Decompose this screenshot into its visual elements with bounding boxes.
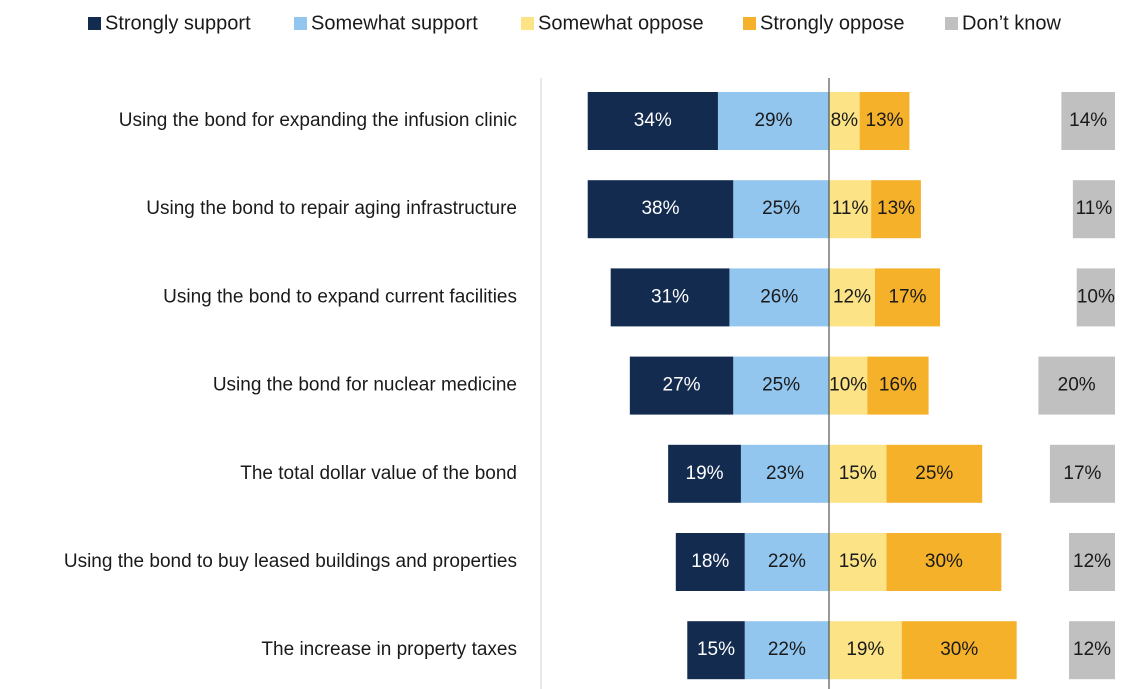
- category-label: The increase in property taxes: [261, 639, 517, 660]
- bar-segment: [610, 268, 730, 327]
- bar-segment: [1076, 268, 1115, 327]
- data-label: 15%: [697, 639, 735, 660]
- bar-segment: [829, 180, 872, 239]
- bar-segment: [867, 356, 929, 415]
- bar-segment: [717, 92, 829, 150]
- data-label: 22%: [768, 551, 806, 572]
- bar-segment: [1038, 356, 1115, 415]
- legend-label: Somewhat oppose: [538, 12, 704, 34]
- data-label: 17%: [888, 286, 926, 307]
- bar-segment: [1069, 621, 1115, 680]
- legend-swatch: [521, 17, 534, 30]
- data-label: 8%: [831, 110, 859, 131]
- data-label: 12%: [833, 286, 871, 307]
- data-label: 26%: [760, 286, 798, 307]
- bar-segment: [629, 356, 734, 415]
- bar-segment: [675, 533, 745, 591]
- legend-swatch: [945, 17, 958, 30]
- category-label: The total dollar value of the bond: [240, 463, 517, 484]
- bar-segment: [859, 92, 910, 150]
- data-label: 25%: [762, 198, 800, 219]
- data-label: 19%: [686, 463, 724, 484]
- bar-segment: [829, 533, 887, 591]
- bar-segment: [886, 444, 983, 503]
- data-label: 22%: [768, 639, 806, 660]
- data-label: 12%: [1073, 551, 1111, 572]
- category-label: Using the bond for expanding the infusio…: [119, 110, 517, 131]
- data-label: 27%: [663, 375, 701, 396]
- bar-segment: [829, 444, 887, 503]
- data-label: 17%: [1063, 463, 1101, 484]
- data-label: 29%: [754, 110, 792, 131]
- bar-segment: [829, 621, 902, 680]
- bar-segment: [886, 533, 1002, 591]
- data-label: 19%: [846, 639, 884, 660]
- category-label: Using the bond for nuclear medicine: [213, 375, 517, 396]
- legend-swatch: [743, 17, 756, 30]
- data-label: 23%: [766, 463, 804, 484]
- bar-segment: [1069, 533, 1115, 591]
- bar-segment: [829, 268, 875, 327]
- bar-segment: [874, 268, 941, 327]
- data-label: 10%: [1077, 286, 1115, 307]
- bars: 29% 34% 8% 13% 14% 25% 38% 11% 13% 11% 26% 31% 12% 17…: [587, 92, 1115, 680]
- bar-segment: [901, 621, 1017, 680]
- bar-segment: [587, 92, 718, 150]
- bar-segment: [740, 444, 829, 503]
- data-label: 38%: [641, 198, 679, 219]
- category-label: Using the bond to repair aging infrastru…: [146, 198, 517, 219]
- data-label: 34%: [634, 110, 672, 131]
- bar-segment: [829, 92, 860, 150]
- data-label: 31%: [651, 286, 689, 307]
- legend-swatch: [88, 17, 101, 30]
- data-label: 11%: [1076, 198, 1113, 219]
- data-label: 13%: [866, 110, 904, 131]
- legend-label: Strongly oppose: [760, 12, 905, 34]
- data-label: 15%: [839, 463, 877, 484]
- data-label: 30%: [940, 639, 978, 660]
- data-label: 13%: [877, 198, 915, 219]
- bar-segment: [1061, 92, 1115, 150]
- legend-label: Strongly support: [105, 12, 251, 34]
- bar-segment: [733, 356, 829, 415]
- data-label: 16%: [879, 375, 917, 396]
- data-label: 14%: [1069, 110, 1107, 131]
- data-label: 25%: [915, 463, 953, 484]
- data-label: 10%: [829, 375, 867, 396]
- bar-segment: [871, 180, 921, 239]
- bar-segment: [587, 180, 734, 239]
- data-label: 12%: [1073, 639, 1111, 660]
- category-label: Using the bond to expand current facilit…: [163, 286, 517, 307]
- bar-segment: [829, 356, 868, 415]
- bar-segment: [729, 268, 829, 327]
- bar-segment: [1072, 180, 1115, 239]
- bar-segment: [1049, 444, 1115, 503]
- legend-label: Don’t know: [962, 12, 1061, 34]
- data-label: 18%: [691, 551, 729, 572]
- bar-segment: [687, 621, 745, 680]
- bar-segment: [744, 533, 829, 591]
- data-label: 30%: [925, 551, 963, 572]
- data-label: 15%: [839, 551, 877, 572]
- data-label: 25%: [762, 375, 800, 396]
- data-label: 20%: [1058, 375, 1096, 396]
- bar-segment: [744, 621, 829, 680]
- legend-swatch: [294, 17, 307, 30]
- bar-segment: [733, 180, 829, 239]
- bar-segment: [668, 444, 741, 503]
- legend-label: Somewhat support: [311, 12, 478, 34]
- category-label: Using the bond to buy leased buildings a…: [64, 551, 517, 572]
- data-label: 11%: [832, 198, 869, 219]
